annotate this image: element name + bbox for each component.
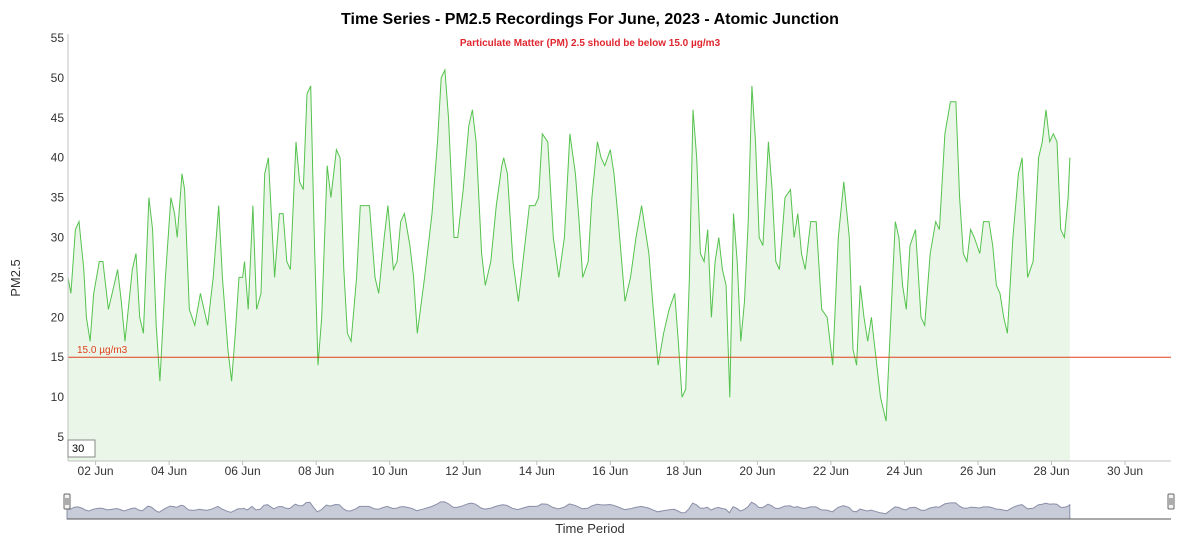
pm25-area: [68, 69, 1070, 462]
y-tick-label: 20: [51, 310, 65, 324]
range-selector-box[interactable]: 30: [67, 439, 96, 458]
x-tick-label: 26 Jun: [960, 464, 996, 478]
x-tick-label: 24 Jun: [886, 464, 922, 478]
y-tick-label: 30: [51, 231, 65, 245]
y-tick-label: 55: [51, 31, 65, 45]
chart-title: Time Series - PM2.5 Recordings For June,…: [341, 11, 839, 28]
y-tick-label: 25: [51, 270, 65, 284]
y-axis-title: PM2.5: [8, 259, 23, 297]
x-tick-label: 04 Jun: [151, 464, 187, 478]
x-tick-label: 12 Jun: [445, 464, 481, 478]
y-tick-label: 15: [51, 350, 65, 364]
x-axis-ticks: 02 Jun 04 Jun 06 Jun 08 Jun 10 Jun 12 Jun 14 J…: [78, 461, 1143, 478]
y-tick-label: 5: [57, 430, 64, 444]
y-axis-ticks: 5 10 15 20 25 30 35 40 45 50 55: [51, 31, 65, 444]
x-axis-title: Time Period: [555, 521, 625, 536]
x-tick-label: 30 Jun: [1107, 464, 1143, 478]
x-tick-label: 16 Jun: [592, 464, 628, 478]
range-selector-value: 30: [72, 443, 84, 455]
y-tick-label: 50: [51, 71, 65, 85]
navigator-handle-right[interactable]: [1167, 493, 1175, 510]
chart-subtitle: Particulate Matter (PM) 2.5 should be be…: [460, 38, 721, 49]
x-tick-label: 18 Jun: [666, 464, 702, 478]
x-tick-label: 22 Jun: [813, 464, 849, 478]
x-tick-label: 06 Jun: [225, 464, 261, 478]
threshold-label: 15.0 µg/m3: [77, 345, 128, 356]
y-tick-label: 45: [51, 111, 65, 125]
navigator-area: [66, 501, 1071, 520]
pm25-line: [67, 67, 1071, 422]
x-tick-label: 14 Jun: [519, 464, 555, 478]
x-tick-label: 10 Jun: [372, 464, 408, 478]
navigator-handle-left[interactable]: [63, 493, 71, 510]
navigator[interactable]: [63, 493, 1175, 520]
x-tick-label: 02 Jun: [78, 464, 114, 478]
x-tick-label: 28 Jun: [1033, 464, 1069, 478]
x-tick-label: 20 Jun: [739, 464, 775, 478]
x-tick-label: 08 Jun: [298, 464, 334, 478]
y-tick-label: 40: [51, 151, 65, 165]
y-tick-label: 35: [51, 191, 65, 205]
y-tick-label: 10: [51, 390, 65, 404]
